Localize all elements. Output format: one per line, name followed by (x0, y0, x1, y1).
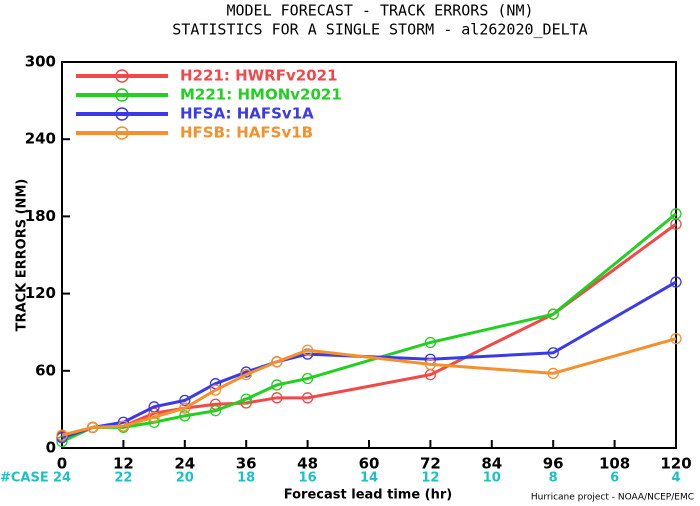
point-marker (301, 372, 314, 385)
point-marker (179, 402, 191, 414)
case-count: 14 (360, 471, 378, 486)
point-marker (547, 308, 559, 320)
point-marker (148, 411, 160, 423)
chart-title: MODEL FORECAST - TRACK ERRORS (NM) (226, 2, 533, 20)
point-marker (301, 344, 314, 356)
legend-marker (115, 88, 129, 102)
legend-marker (115, 107, 129, 121)
legend-marker (115, 69, 129, 83)
legend-marker (115, 126, 129, 140)
point-marker (301, 392, 314, 404)
point-marker (117, 420, 130, 432)
x-tick-label: 84 (481, 455, 502, 473)
legend-label: H221: HWRFv2021 (180, 67, 338, 85)
x-tick-label: 108 (599, 455, 630, 473)
point-marker (670, 276, 682, 288)
x-tick-label: 72 (420, 455, 441, 473)
x-axis-label: Forecast lead time (hr) (284, 488, 452, 503)
footer: Hurricane project - NOAA/NCEP/EMC (531, 493, 694, 503)
legend-label: HFSA: HAFSv1A (180, 105, 314, 123)
x-tick-label: 12 (113, 455, 134, 473)
point-marker (179, 394, 191, 407)
x-tick-label: 0 (57, 455, 67, 473)
case-count: 18 (237, 471, 255, 486)
x-tick-label: 60 (359, 455, 380, 473)
chart-subtitle: STATISTICS FOR A SINGLE STORM - al262020… (172, 21, 587, 39)
legend-label: HFSB: HAFSv1B (180, 124, 313, 142)
point-marker (271, 379, 283, 391)
point-marker (424, 336, 437, 349)
plot-frame (61, 61, 677, 449)
y-axis-label: TRACK ERRORS (NM) (15, 179, 30, 332)
point-marker (547, 367, 559, 380)
y-tick-label: 300 (25, 53, 56, 71)
case-count: 16 (299, 471, 317, 486)
x-tick-label: 48 (297, 455, 318, 473)
x-tick-label: 24 (174, 455, 195, 473)
point-marker (209, 384, 222, 396)
point-marker (547, 347, 559, 359)
point-marker (209, 405, 222, 417)
case-count: 12 (421, 471, 439, 486)
point-marker (179, 410, 191, 422)
y-tick-label: 180 (25, 207, 56, 225)
point-marker (670, 208, 682, 220)
case-count: 24 (53, 471, 71, 486)
y-tick-label: 0 (46, 439, 56, 457)
point-marker (87, 421, 99, 434)
point-marker (271, 392, 283, 404)
x-tick-label: 96 (543, 455, 564, 473)
point-marker (240, 369, 252, 381)
y-tick-label: 240 (25, 130, 56, 148)
x-tick-label: 120 (660, 455, 691, 473)
point-marker (424, 358, 437, 371)
case-count: 6 (610, 471, 619, 486)
y-tick-label: 120 (25, 284, 56, 302)
point-marker (271, 356, 283, 368)
y-tick-label: 60 (35, 361, 56, 379)
case-label: #CASE (0, 471, 49, 486)
x-tick-label: 36 (236, 455, 257, 473)
case-count: 10 (483, 471, 501, 486)
point-marker (56, 429, 68, 441)
point-marker (240, 393, 252, 405)
case-count: 8 (549, 471, 558, 486)
point-marker (670, 332, 682, 345)
series-line (61, 222, 677, 438)
legend-label: M221: HMONv2021 (180, 86, 342, 104)
case-count: 22 (114, 471, 132, 486)
case-count: 20 (176, 471, 194, 486)
case-count: 4 (671, 471, 680, 486)
